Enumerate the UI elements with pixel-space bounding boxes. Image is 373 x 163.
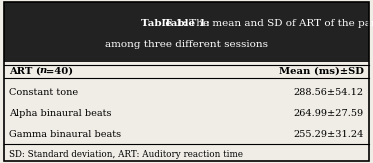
Text: The mean and SD of ART of the participants: The mean and SD of ART of the participan… [186, 19, 373, 28]
Text: n: n [39, 66, 46, 75]
Bar [4, 2, 369, 62]
Text: Mean (ms)±SD: Mean (ms)±SD [279, 66, 364, 75]
Text: Alpha binaural beats: Alpha binaural beats [9, 109, 112, 118]
Text: =40): =40) [46, 66, 73, 75]
Text: 255.29±31.24: 255.29±31.24 [293, 130, 364, 139]
Text: Constant tone: Constant tone [9, 88, 78, 97]
Text: Gamma binaural beats: Gamma binaural beats [9, 130, 122, 139]
Text: SD: Standard deviation, ART: Auditory reaction time: SD: Standard deviation, ART: Auditory re… [9, 149, 243, 159]
Text: ART (: ART ( [9, 66, 41, 75]
Text: 288.56±54.12: 288.56±54.12 [294, 88, 364, 97]
Text: among three different sessions: among three different sessions [105, 40, 268, 49]
Text: 264.99±27.59: 264.99±27.59 [294, 109, 364, 118]
Text: Table 1:: Table 1: [164, 19, 209, 28]
Text: Table 1:: Table 1: [141, 19, 186, 28]
